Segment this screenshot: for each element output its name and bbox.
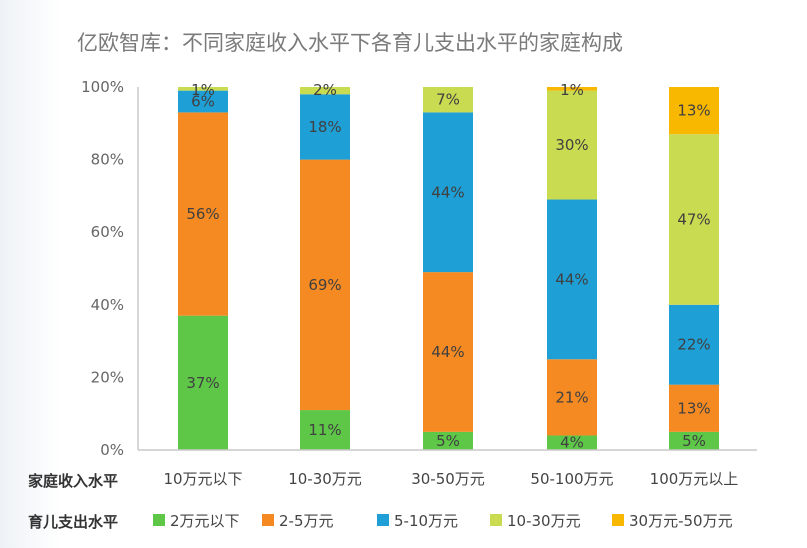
x-axis: 10万元以下 10-30万元 30-50万元 50-100万元 100万元以上 [138, 449, 757, 488]
bar-segment [547, 435, 597, 450]
bar-value-label: 6% [191, 93, 215, 111]
legend-swatch [262, 514, 274, 526]
chart-title: 亿欧智库：不同家庭收入水平下各育儿支出水平的家庭构成 [77, 31, 623, 55]
x-tick-label: 10万元以下 [163, 470, 242, 488]
bar-value-label: 7% [436, 91, 460, 109]
y-tick-label: 20% [91, 368, 124, 386]
legend-swatch [490, 514, 502, 526]
bar-segment [423, 112, 473, 273]
x-tick-label: 10-30万元 [288, 470, 362, 488]
legend-title: 育儿支出水平 [28, 513, 118, 531]
bar-value-label: 18% [308, 118, 341, 136]
bar-segment [547, 90, 597, 200]
bar-segment [423, 272, 473, 432]
bar-segment [178, 112, 228, 316]
bar-value-label: 2% [313, 81, 337, 99]
legend-entry: 10-30万元 [507, 512, 581, 530]
bar-segment [300, 159, 350, 411]
bar-segment [547, 87, 597, 91]
bar-value-label: 44% [431, 343, 464, 361]
bar-segment [423, 431, 473, 450]
x-tick-label: 100万元以上 [650, 470, 739, 488]
legend: 2万元以下 2-5万元 5-10万元 10-30万元 30万元-50万元 [153, 512, 733, 530]
bar-value-label: 44% [555, 270, 588, 288]
legend-swatch [377, 514, 389, 526]
bar-value-label: 5% [682, 432, 706, 450]
y-tick-label: 80% [91, 151, 124, 169]
bar-value-label: 21% [555, 388, 588, 406]
bar-value-label: 1% [191, 81, 215, 99]
y-tick-label: 60% [91, 223, 124, 241]
bar-segment [547, 359, 597, 436]
x-tick-label: 30-50万元 [411, 470, 485, 488]
bar-value-label: 22% [677, 336, 710, 354]
bar-value-label: 13% [677, 102, 710, 120]
bar-value-label: 47% [677, 210, 710, 228]
y-tick-label: 0% [100, 441, 124, 459]
bar-value-label: 11% [308, 421, 341, 439]
bar-segment [300, 94, 350, 160]
bar-segment [547, 199, 597, 360]
bar-value-label: 13% [677, 399, 710, 417]
bar-segment [669, 134, 719, 305]
legend-entry: 2-5万元 [279, 512, 334, 530]
bar-value-label: 37% [186, 374, 219, 392]
legend-entry: 5-10万元 [394, 512, 458, 530]
bar-value-label: 69% [308, 276, 341, 294]
x-tick-label: 50-100万元 [530, 470, 613, 488]
legend-swatch [612, 514, 624, 526]
bar-segment [178, 87, 228, 91]
y-tick-label: 40% [91, 296, 124, 314]
bar-segment [423, 87, 473, 113]
y-axis: 0% 20% 40% 60% 80% 100% [81, 78, 139, 459]
bar-value-label: 1% [560, 81, 584, 99]
bar-segment [178, 90, 228, 113]
bar-value-label: 30% [555, 136, 588, 154]
bars-group: 37%56%6%1%11%69%18%2%5%44%44%7%4%21%44%3… [178, 81, 719, 452]
bar-value-label: 44% [431, 183, 464, 201]
legend-swatch [153, 514, 165, 526]
bar-value-label: 56% [186, 205, 219, 223]
legend-entry: 30万元-50万元 [629, 512, 733, 530]
bar-segment [300, 410, 350, 450]
bar-segment [178, 315, 228, 450]
bar-segment [669, 384, 719, 432]
x-axis-title: 家庭收入水平 [28, 472, 118, 490]
bar-segment [669, 304, 719, 385]
bar-segment [669, 431, 719, 450]
y-tick-label: 100% [81, 78, 124, 96]
bar-value-label: 5% [436, 432, 460, 450]
bar-value-label: 4% [560, 434, 584, 452]
bar-segment [300, 87, 350, 95]
bar-segment [669, 87, 719, 135]
legend-entry: 2万元以下 [170, 512, 240, 530]
